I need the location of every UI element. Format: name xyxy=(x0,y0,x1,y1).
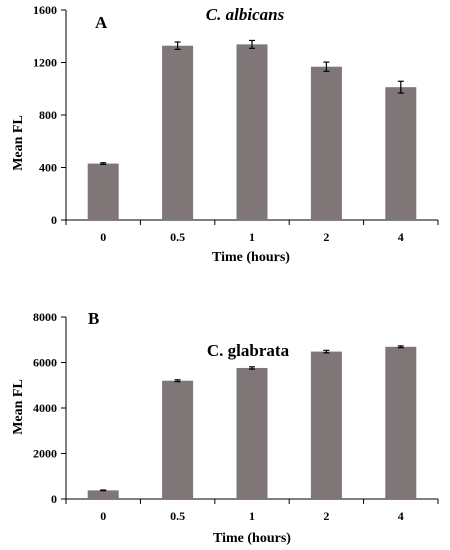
bar-1 xyxy=(236,367,268,499)
y-tick-label: 4000 xyxy=(33,401,57,415)
y-tick-label: 1200 xyxy=(33,56,57,70)
x-axis-title: Time (hours) xyxy=(213,531,291,546)
error-bar xyxy=(397,80,404,94)
y-tick-label: 1600 xyxy=(33,3,57,17)
error-bar xyxy=(100,162,107,165)
x-axis-title: Time (hours) xyxy=(212,250,290,265)
error-bar xyxy=(174,379,181,383)
error-bar xyxy=(323,349,330,354)
y-tick-label: 800 xyxy=(39,108,57,122)
x-tick-label: 0.5 xyxy=(170,230,185,244)
y-axis-title: Mean FL xyxy=(11,379,26,435)
plot-area: 0 2000 4000 6000 8000 0 0.5 1 2 4 xyxy=(33,310,439,523)
x-tick-label: 2 xyxy=(323,230,329,244)
bar-0 xyxy=(87,163,119,220)
bar-4 xyxy=(385,87,417,220)
y-tick-label: 0 xyxy=(51,492,57,506)
chart-title: C. albicans xyxy=(206,5,285,24)
bar-4 xyxy=(385,346,417,499)
bar-2 xyxy=(310,66,342,220)
error-bar xyxy=(174,41,181,50)
bar-0 xyxy=(87,490,119,499)
x-tick-label: 1 xyxy=(249,509,255,523)
y-tick-label: 400 xyxy=(39,161,57,175)
y-tick-label: 0 xyxy=(51,213,57,227)
panel-label: B xyxy=(88,309,99,328)
chart-panel-b: B C. glabrata Mean FL Time (hours) 0 2000… xyxy=(11,309,439,546)
x-tick-label: 4 xyxy=(398,509,404,523)
x-tick-label: 0 xyxy=(100,230,106,244)
y-tick-label: 6000 xyxy=(33,356,57,370)
error-bar xyxy=(323,61,330,72)
panel-label: A xyxy=(95,13,108,32)
x-tick-label: 4 xyxy=(398,230,404,244)
plot-area: 0 400 800 1200 1600 0 0.5 1 2 4 xyxy=(33,3,439,244)
chart-title: C. glabrata xyxy=(207,341,290,360)
x-tick-label: 0 xyxy=(100,509,106,523)
bar-1 xyxy=(236,44,268,221)
chart-panel-a: A C. albicans Mean FL Time (hours) 0 400 8… xyxy=(11,3,439,265)
x-tick-label: 1 xyxy=(249,230,255,244)
y-axis-title: Mean FL xyxy=(11,115,26,171)
bar-2 xyxy=(310,351,342,499)
y-tick-label: 8000 xyxy=(33,310,57,324)
error-bar xyxy=(249,366,255,370)
bar-0-5 xyxy=(162,45,194,221)
error-bar xyxy=(397,345,404,349)
y-tick-label: 2000 xyxy=(33,447,57,461)
bar-0-5 xyxy=(162,380,194,499)
error-bar xyxy=(249,39,255,49)
x-tick-label: 0.5 xyxy=(170,509,185,523)
x-tick-label: 2 xyxy=(323,509,329,523)
error-bar xyxy=(100,489,107,492)
